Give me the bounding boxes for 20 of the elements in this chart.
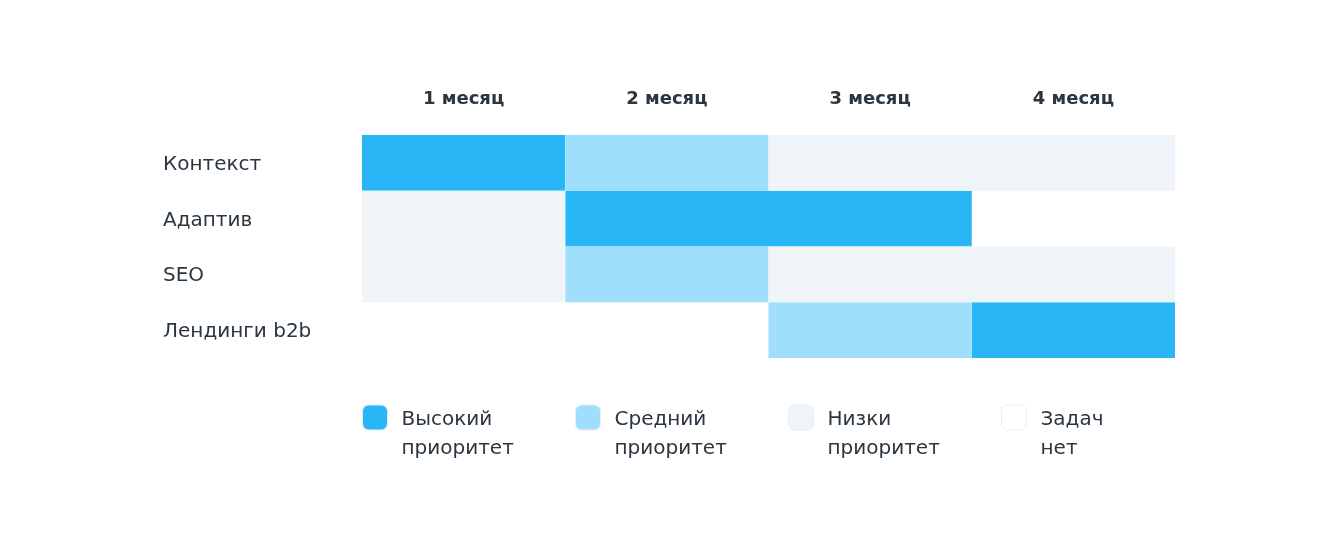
bar [768, 135, 1175, 191]
legend-label: Средний приоритет [614, 405, 728, 459]
legend-label: Задач нет [1040, 405, 1104, 459]
x-tick-label: 1 месяц [422, 86, 505, 108]
x-tick-label: 2 месяц [626, 86, 708, 108]
y-tick-label: Лендинги b2b [163, 318, 312, 343]
bar [565, 190, 972, 247]
y-tick-label: Контекст [163, 150, 262, 175]
bar [768, 246, 1175, 303]
legend-label: Высокий приоритет [401, 405, 515, 459]
bar [768, 302, 972, 358]
x-tick-label: 3 месяц [829, 86, 911, 108]
bar [971, 302, 1175, 358]
y-tick-label: Адаптив [163, 206, 253, 231]
legend-label: Низки приоритет [827, 405, 941, 459]
bar [362, 135, 566, 191]
y-tick-label: SEO [163, 262, 205, 287]
x-tick-label: 4 месяц [1032, 86, 1115, 108]
bar [565, 135, 769, 191]
bar [565, 246, 769, 303]
